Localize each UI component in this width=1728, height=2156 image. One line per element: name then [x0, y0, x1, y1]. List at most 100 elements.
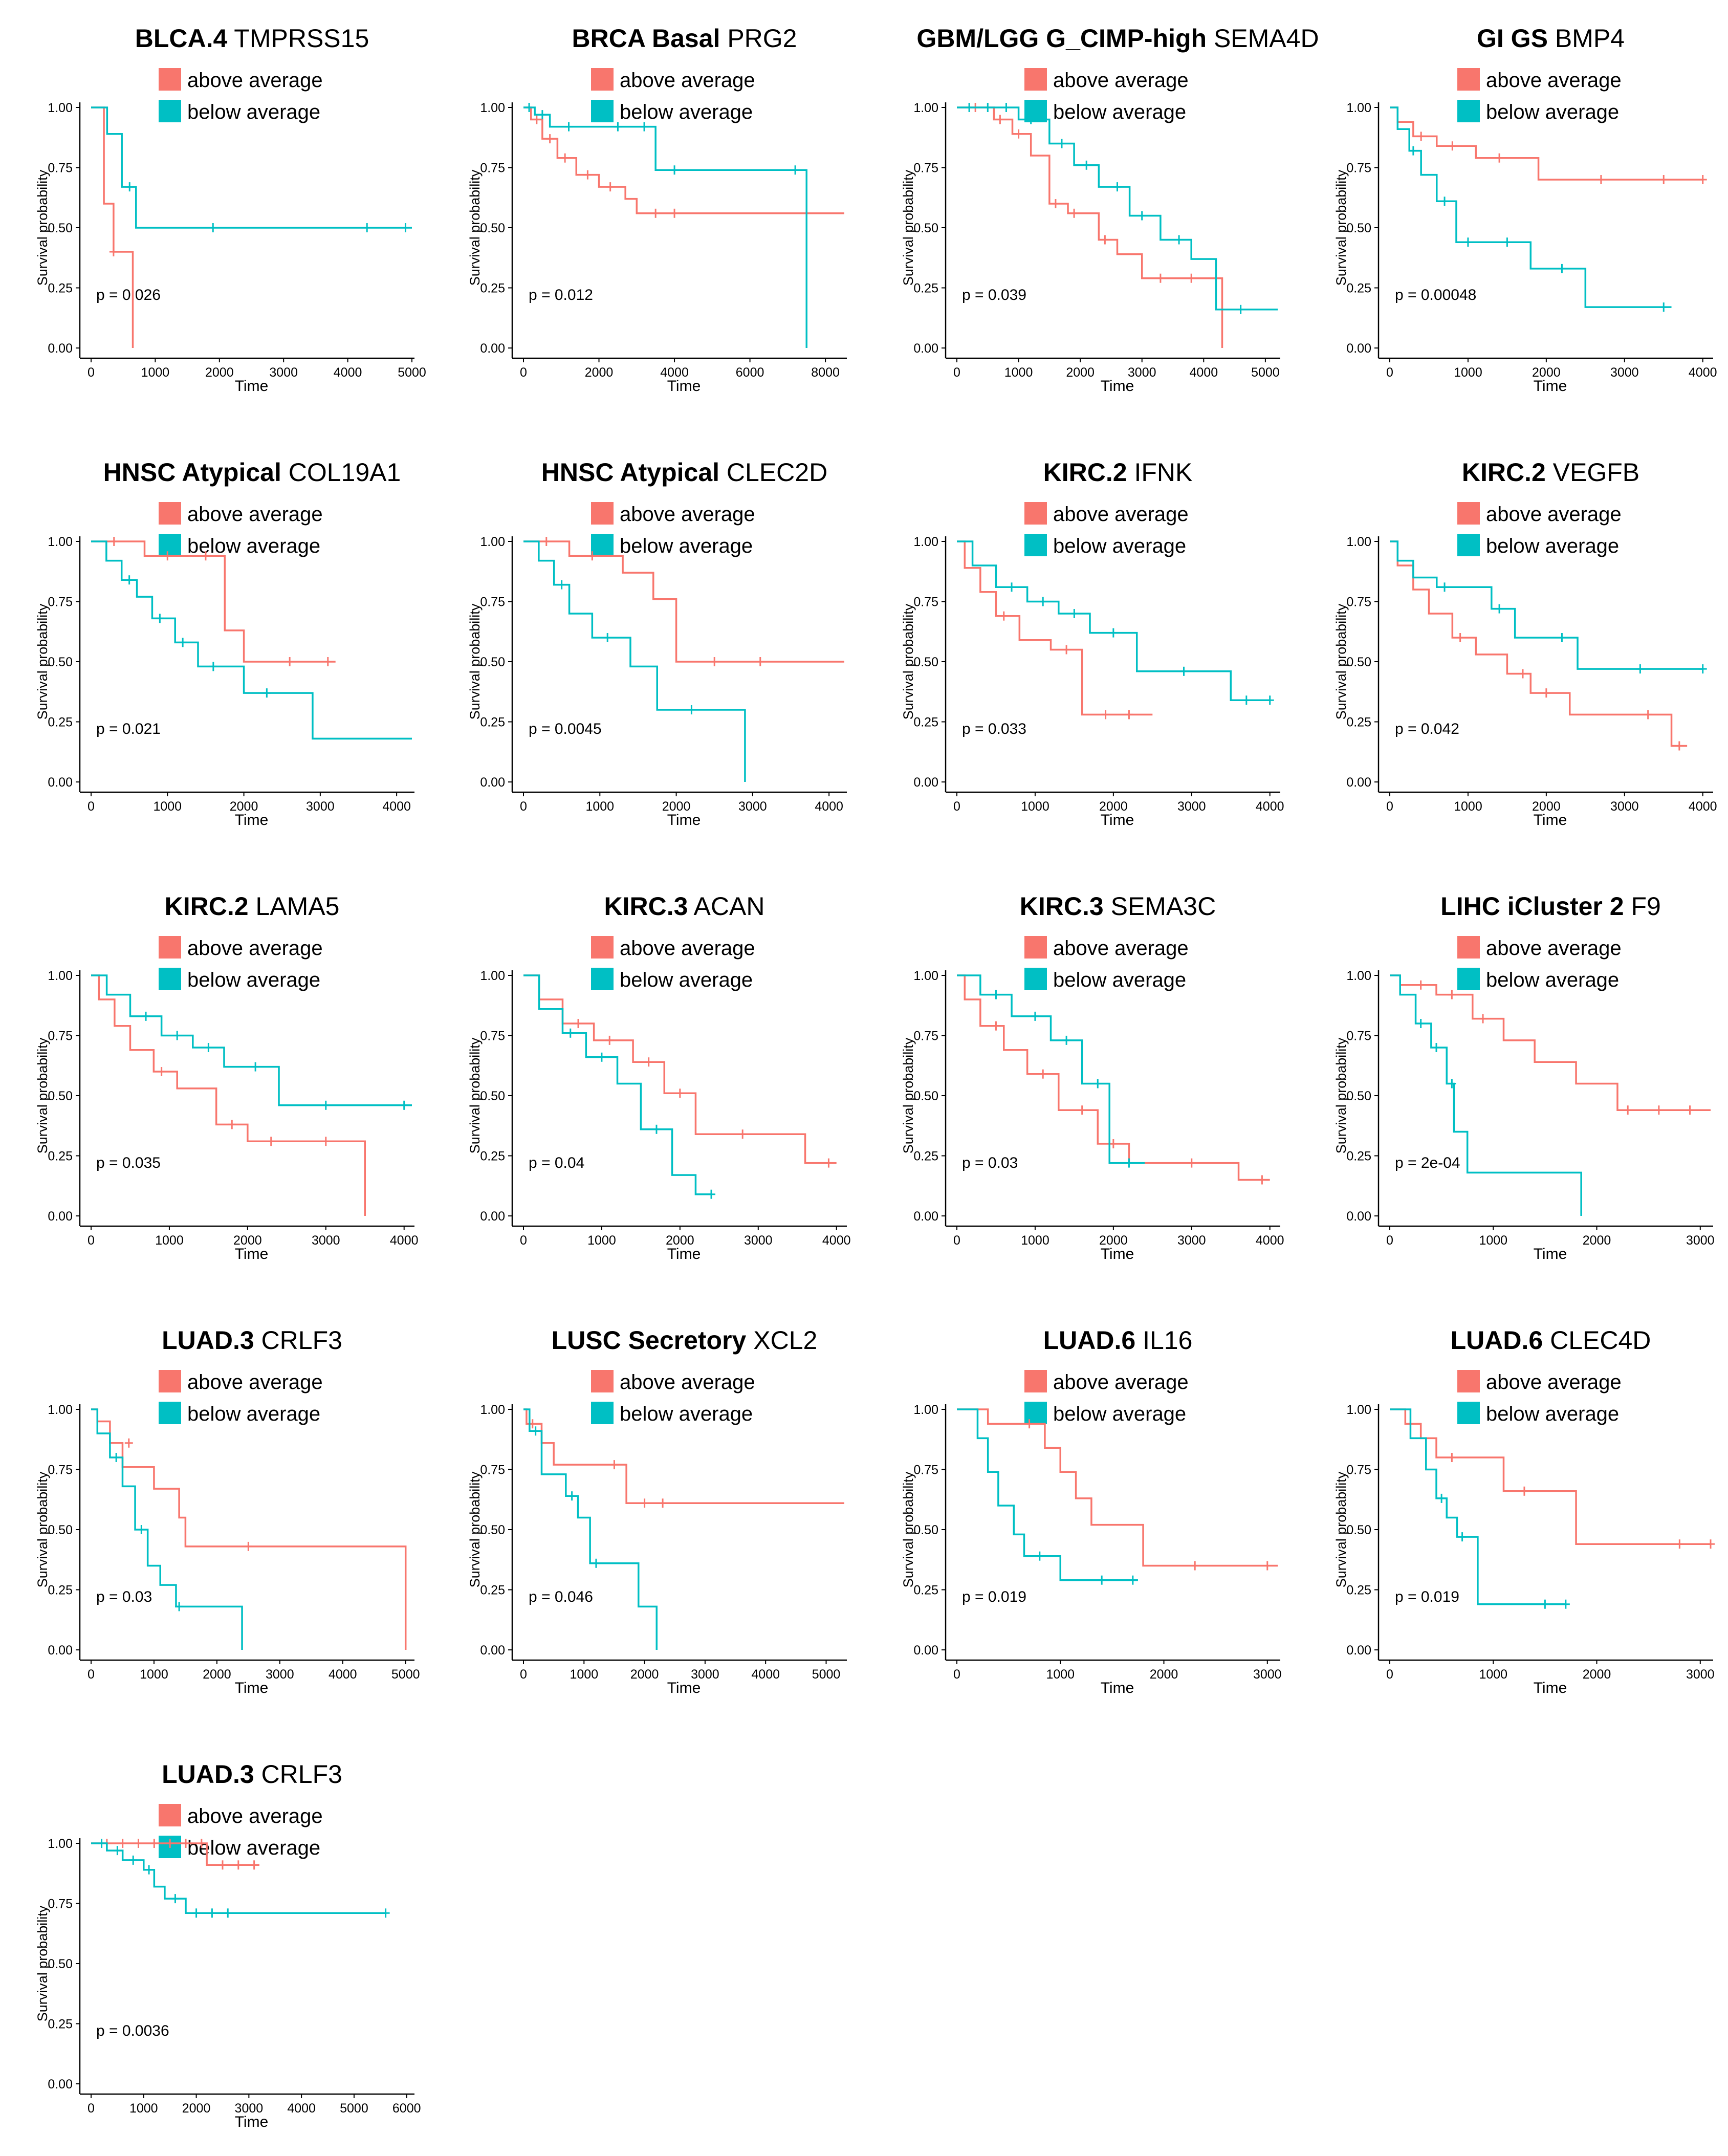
- km-panel-6: HNSC Atypical CLEC2D above average below a…: [467, 458, 847, 829]
- legend-label-above: above average: [187, 69, 323, 92]
- p-value-label: p = 2e-04: [1395, 1155, 1460, 1171]
- y-tick-label: 0.00: [48, 2077, 73, 2092]
- x-tick-label: 1000: [587, 1233, 616, 1248]
- curve-above-average: [1390, 974, 1711, 1111]
- x-tick-label: 4000: [822, 1233, 851, 1248]
- panel-title-gene: CRLF3: [254, 1760, 342, 1789]
- x-tick-label: 5000: [1251, 365, 1280, 380]
- x-tick-label: 1000: [1454, 799, 1482, 814]
- x-tick-label: 1000: [140, 1667, 168, 1682]
- panel-title: GI GS BMP4: [1477, 24, 1625, 53]
- y-tick-label: 0.00: [913, 775, 938, 790]
- panel-title-cohort: LUAD.3: [162, 1760, 254, 1789]
- y-tick-label: 0.00: [1346, 1643, 1371, 1658]
- x-axis-title: Time: [235, 1246, 269, 1262]
- km-panel-4: GI GS BMP4 above average below average 0.00…: [1333, 24, 1717, 395]
- legend-swatch-above: [1024, 936, 1047, 959]
- panel-title: LUAD.6 IL16: [1043, 1326, 1193, 1355]
- y-tick-label: 1.00: [1346, 535, 1371, 549]
- x-axis-title: Time: [235, 1680, 269, 1696]
- x-tick-label: 2000: [1099, 799, 1128, 814]
- p-value-label: p = 0.026: [96, 287, 161, 303]
- x-tick-label: 3000: [312, 1233, 340, 1248]
- legend-swatch-below: [591, 534, 614, 556]
- panel-title: LUAD.6 CLEC4D: [1451, 1326, 1651, 1355]
- legend-swatch-above: [591, 936, 614, 959]
- curve-below-average: [91, 1408, 243, 1650]
- x-tick-label: 2000: [1099, 1233, 1128, 1248]
- y-tick-label: 0.25: [48, 281, 73, 296]
- y-tick-label: 1.00: [480, 969, 505, 983]
- curve-below-average: [1390, 106, 1672, 308]
- y-axis-title: Survival probability: [35, 1471, 50, 1587]
- x-tick-label: 0: [520, 1667, 527, 1682]
- curve-below-average: [523, 106, 807, 348]
- curve-below-average: [91, 540, 412, 740]
- panel-title-cohort: KIRC.3: [1020, 892, 1104, 921]
- x-tick-label: 3000: [266, 1667, 294, 1682]
- x-tick-label: 4000: [1256, 1233, 1284, 1248]
- x-tick-label: 3000: [691, 1667, 719, 1682]
- x-tick-label: 0: [520, 799, 527, 814]
- legend-swatch-above: [591, 502, 614, 525]
- x-tick-label: 3000: [1610, 799, 1639, 814]
- y-tick-label: 0.00: [480, 1643, 505, 1658]
- x-tick-label: 5000: [391, 1667, 420, 1682]
- y-tick-label: 0.00: [913, 1643, 938, 1658]
- y-tick-label: 0.50: [480, 221, 505, 235]
- legend-swatch-above: [159, 1370, 181, 1392]
- y-tick-label: 0.50: [480, 1523, 505, 1537]
- curve-above-average: [523, 1408, 844, 1505]
- x-axis-title: Time: [235, 2114, 269, 2130]
- panel-title-gene: SEMA4D: [1207, 24, 1319, 53]
- km-panel-16: LUAD.6 CLEC4D above average below average 0…: [1333, 1326, 1715, 1696]
- x-axis-title: Time: [1101, 1680, 1134, 1696]
- y-tick-label: 0.50: [480, 655, 505, 669]
- y-tick-label: 0.25: [480, 1583, 505, 1598]
- km-panel-14: LUSC Secretory XCL2 above average below av…: [467, 1326, 847, 1696]
- y-tick-label: 0.25: [480, 1149, 505, 1164]
- legend-label-above: above average: [1486, 1371, 1622, 1393]
- legend-swatch-above: [591, 68, 614, 91]
- y-tick-label: 0.25: [1346, 281, 1371, 296]
- y-tick-label: 0.75: [480, 1463, 505, 1477]
- curve-above-average: [91, 1842, 259, 1866]
- p-value-label: p = 0.035: [96, 1155, 161, 1171]
- legend-label-below: below average: [187, 101, 320, 123]
- legend-swatch-below: [1024, 100, 1047, 122]
- x-tick-label: 3000: [1177, 799, 1206, 814]
- x-tick-label: 1000: [1021, 799, 1049, 814]
- legend-label-above: above average: [620, 937, 755, 960]
- y-tick-label: 0.50: [48, 221, 73, 235]
- legend-label-below: below average: [620, 1403, 753, 1425]
- x-tick-label: 2000: [666, 1233, 694, 1248]
- p-value-label: p = 0.019: [1395, 1588, 1459, 1605]
- legend-swatch-below: [159, 534, 181, 556]
- legend-swatch-below: [1024, 1402, 1047, 1424]
- panel-title: BRCA Basal PRG2: [572, 24, 797, 53]
- x-tick-label: 3000: [1128, 365, 1156, 380]
- km-panel-7: KIRC.2 IFNK above average below average 0.0…: [901, 458, 1284, 829]
- panel-title-cohort: LUAD.6: [1451, 1326, 1543, 1355]
- p-value-label: p = 0.04: [529, 1155, 584, 1171]
- x-tick-label: 2000: [1066, 365, 1095, 380]
- legend-label-below: below average: [1486, 101, 1619, 123]
- y-tick-label: 0.50: [913, 1089, 938, 1103]
- legend-label-below: below average: [620, 969, 753, 991]
- panel-title-cohort: BLCA.4: [135, 24, 228, 53]
- y-tick-label: 0.75: [1346, 1463, 1371, 1477]
- p-value-label: p = 0.042: [1395, 721, 1459, 737]
- legend-swatch-above: [159, 502, 181, 525]
- x-tick-label: 0: [1386, 1233, 1393, 1248]
- km-panel-2: BRCA Basal PRG2 above average below averag…: [467, 24, 847, 395]
- x-axis-title: Time: [235, 812, 269, 829]
- x-axis-title: Time: [235, 378, 269, 395]
- curve-above-average: [1390, 1408, 1711, 1545]
- y-tick-label: 0.50: [913, 221, 938, 235]
- x-axis-title: Time: [1101, 1246, 1134, 1262]
- x-tick-label: 3000: [1253, 1667, 1282, 1682]
- legend-label-below: below average: [620, 101, 753, 123]
- y-axis-title: Survival probability: [467, 169, 483, 286]
- panel-title-gene: ACAN: [688, 892, 764, 921]
- x-tick-label: 1000: [141, 365, 170, 380]
